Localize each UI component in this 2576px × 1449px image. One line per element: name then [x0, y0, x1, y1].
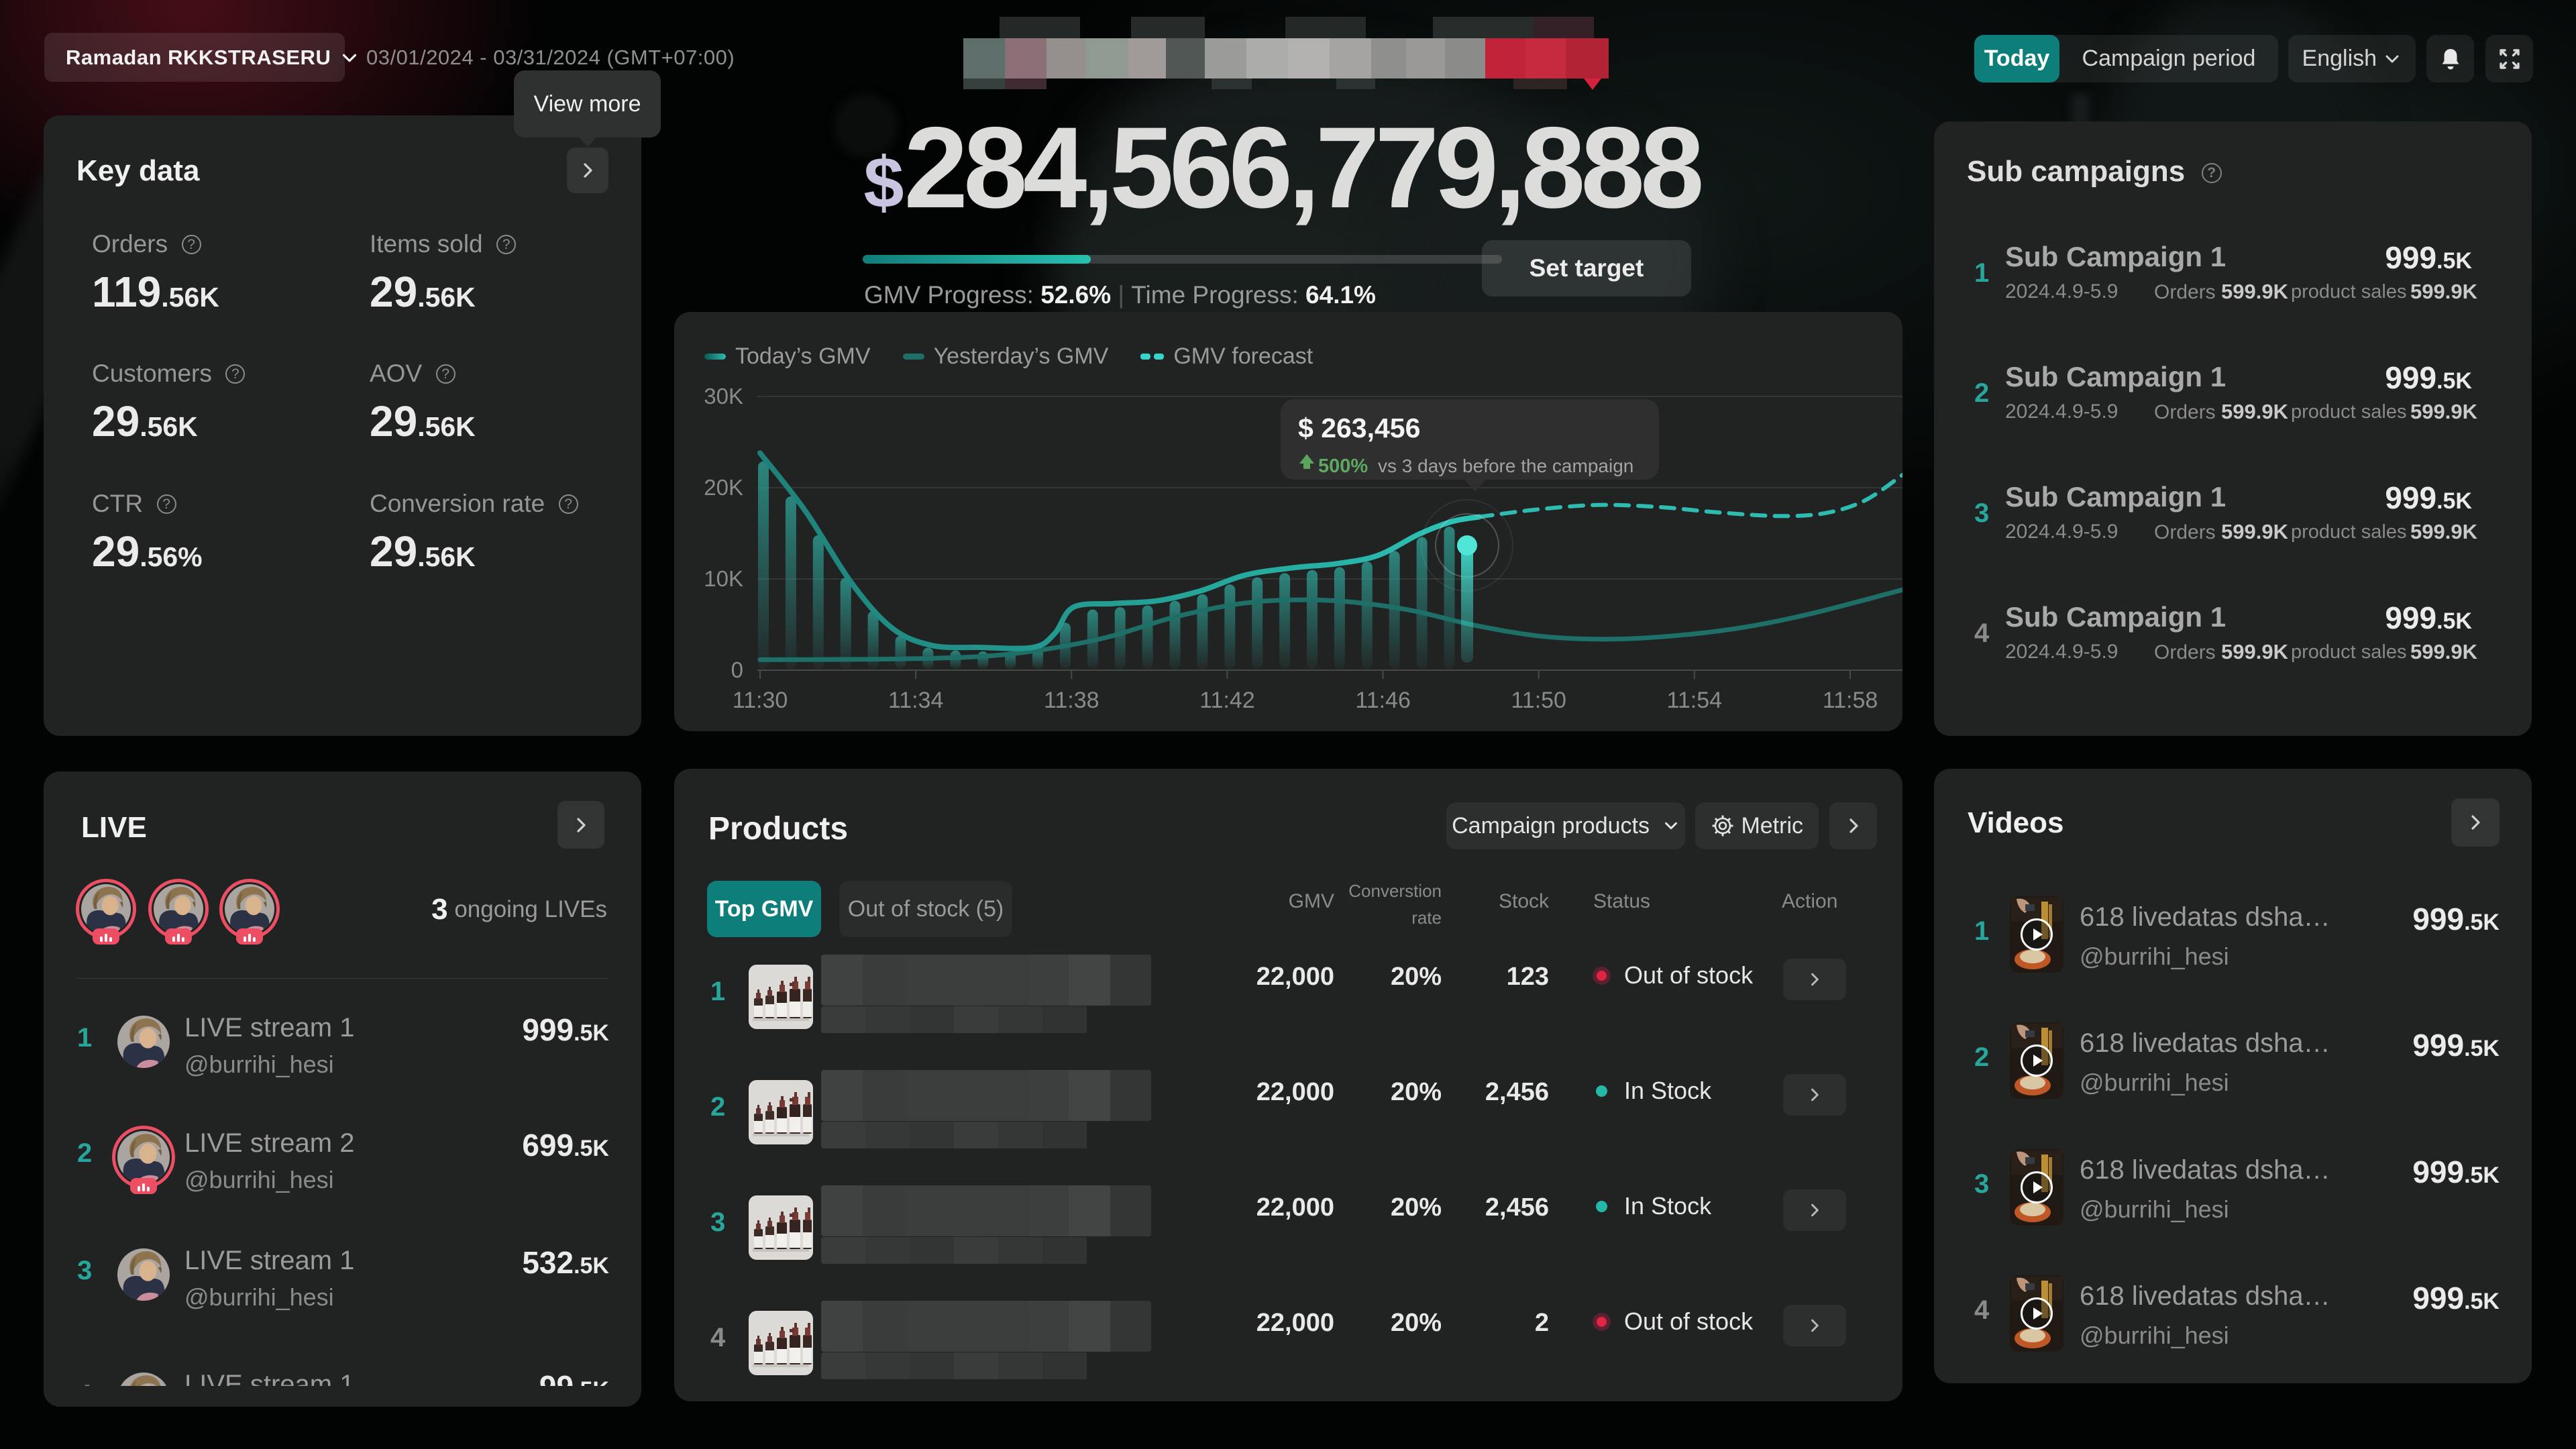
svg-text:10K: 10K	[704, 566, 743, 591]
svg-text:0: 0	[731, 657, 743, 682]
svg-text:500%: 500%	[1318, 455, 1368, 477]
svg-text:11:46: 11:46	[1355, 688, 1411, 713]
svg-text:11:38: 11:38	[1044, 688, 1099, 713]
svg-text:30K: 30K	[704, 384, 743, 409]
svg-text:$ 263,456: $ 263,456	[1298, 413, 1420, 443]
svg-text:11:54: 11:54	[1667, 688, 1723, 713]
svg-text:vs 3 days before the campaign: vs 3 days before the campaign	[1378, 455, 1633, 476]
svg-text:11:50: 11:50	[1511, 688, 1566, 713]
svg-text:11:34: 11:34	[888, 688, 944, 713]
svg-text:11:58: 11:58	[1823, 688, 1878, 713]
svg-text:11:42: 11:42	[1199, 688, 1255, 713]
svg-text:20K: 20K	[704, 475, 743, 500]
svg-text:11:30: 11:30	[733, 688, 788, 713]
